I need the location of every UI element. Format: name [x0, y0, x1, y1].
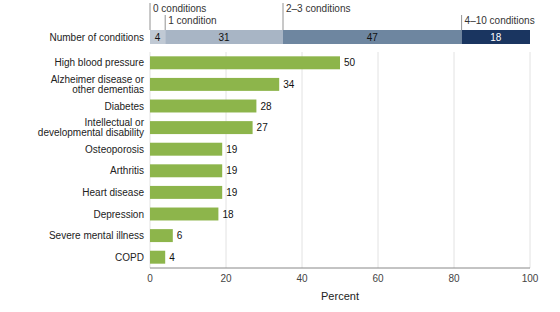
category-label-line: Severe mental illness [49, 230, 144, 241]
legend-leader [461, 15, 462, 30]
bar-segment [165, 30, 283, 44]
data-label: 28 [260, 101, 272, 112]
category-label-line: Arthritis [110, 165, 144, 176]
data-label: 31 [219, 32, 231, 43]
data-labels: 4 31 47 18 [155, 32, 502, 43]
chart-0: Number of conditions 4 31 47 18 0 conditions1… [50, 3, 535, 44]
category-label: Number of conditions [50, 32, 145, 43]
legend-label: 0 conditions [153, 3, 206, 14]
bar-segment [150, 30, 165, 44]
grid-line [530, 52, 531, 268]
category-label-line: Heart disease [82, 187, 144, 198]
bar [150, 229, 173, 242]
category-label: Heart disease [82, 187, 144, 198]
bar [150, 164, 222, 177]
tick-label: 100 [522, 273, 539, 284]
data-labels: 50 34 28 27 19 19 19 18 64 [169, 57, 355, 262]
category-label: COPD [115, 252, 144, 263]
x-axis-label: Percent [321, 290, 359, 302]
x-axis [150, 268, 530, 269]
category-label: Severe mental illness [49, 230, 144, 241]
category-label-line: developmental disability [38, 127, 144, 138]
legend-label: 2–3 conditions [286, 3, 351, 14]
data-label: 18 [490, 32, 502, 43]
data-label: 4 [169, 252, 175, 263]
category-label: Osteoporosis [85, 144, 144, 155]
data-label: 19 [226, 165, 238, 176]
data-label: 4 [155, 32, 161, 43]
bar [150, 251, 165, 264]
chart-root: Number of conditions43147180 conditions1… [0, 0, 560, 312]
bar [150, 186, 222, 199]
legend-label: 1 condition [168, 15, 216, 26]
chart-1: 0 20 40 60 80 100 Percent High blood pressure Al… [38, 52, 539, 302]
grid-line [454, 52, 455, 268]
bar [150, 143, 222, 156]
bars [150, 56, 340, 263]
data-label: 6 [177, 230, 183, 241]
tick-label: 0 [147, 273, 153, 284]
data-label: 19 [226, 144, 238, 155]
legend-leader [150, 3, 151, 30]
category-label-line: Diabetes [105, 101, 144, 112]
category-label-line: Depression [93, 209, 144, 220]
tick-label: 60 [372, 273, 384, 284]
category-label: Depression [93, 209, 144, 220]
category-label-line: COPD [115, 252, 144, 263]
tick-label: 80 [448, 273, 460, 284]
bar-segment [462, 30, 530, 44]
bars [150, 30, 530, 44]
category-label-line: Alzheimer disease or [51, 74, 145, 85]
data-label: 50 [344, 57, 356, 68]
category-label-line: other dementias [72, 84, 144, 95]
legend-label: 4–10 conditions [465, 15, 535, 26]
tick-label: 40 [296, 273, 308, 284]
grid-line [378, 52, 379, 268]
data-label: 34 [283, 79, 295, 90]
category-label-line: Intellectual or [85, 117, 145, 128]
category-label-line: Number of conditions [50, 32, 145, 43]
bar [150, 100, 256, 113]
category-label: Arthritis [110, 165, 144, 176]
grid-line [302, 52, 303, 268]
bar [150, 208, 218, 221]
category-label: High blood pressure [55, 57, 145, 68]
category-label: Alzheimer disease orother dementias [51, 74, 145, 96]
category-label-line: Osteoporosis [85, 144, 144, 155]
data-label: 27 [257, 122, 269, 133]
bar [150, 121, 253, 134]
category-label: Diabetes [105, 101, 144, 112]
data-label: 19 [226, 187, 238, 198]
category-label-line: High blood pressure [55, 57, 145, 68]
bar-segment [283, 30, 462, 44]
bar [150, 78, 279, 91]
data-label: 47 [367, 32, 379, 43]
data-label: 18 [222, 209, 234, 220]
legend-leader [165, 15, 166, 30]
legend-leader [283, 3, 284, 30]
bar [150, 56, 340, 69]
category-label: Intellectual ordevelopmental disability [38, 117, 145, 139]
tick-label: 20 [220, 273, 232, 284]
